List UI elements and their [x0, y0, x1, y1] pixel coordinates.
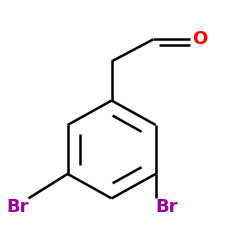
- Text: O: O: [192, 30, 208, 48]
- Text: Br: Br: [6, 198, 28, 216]
- Text: Br: Br: [156, 198, 178, 216]
